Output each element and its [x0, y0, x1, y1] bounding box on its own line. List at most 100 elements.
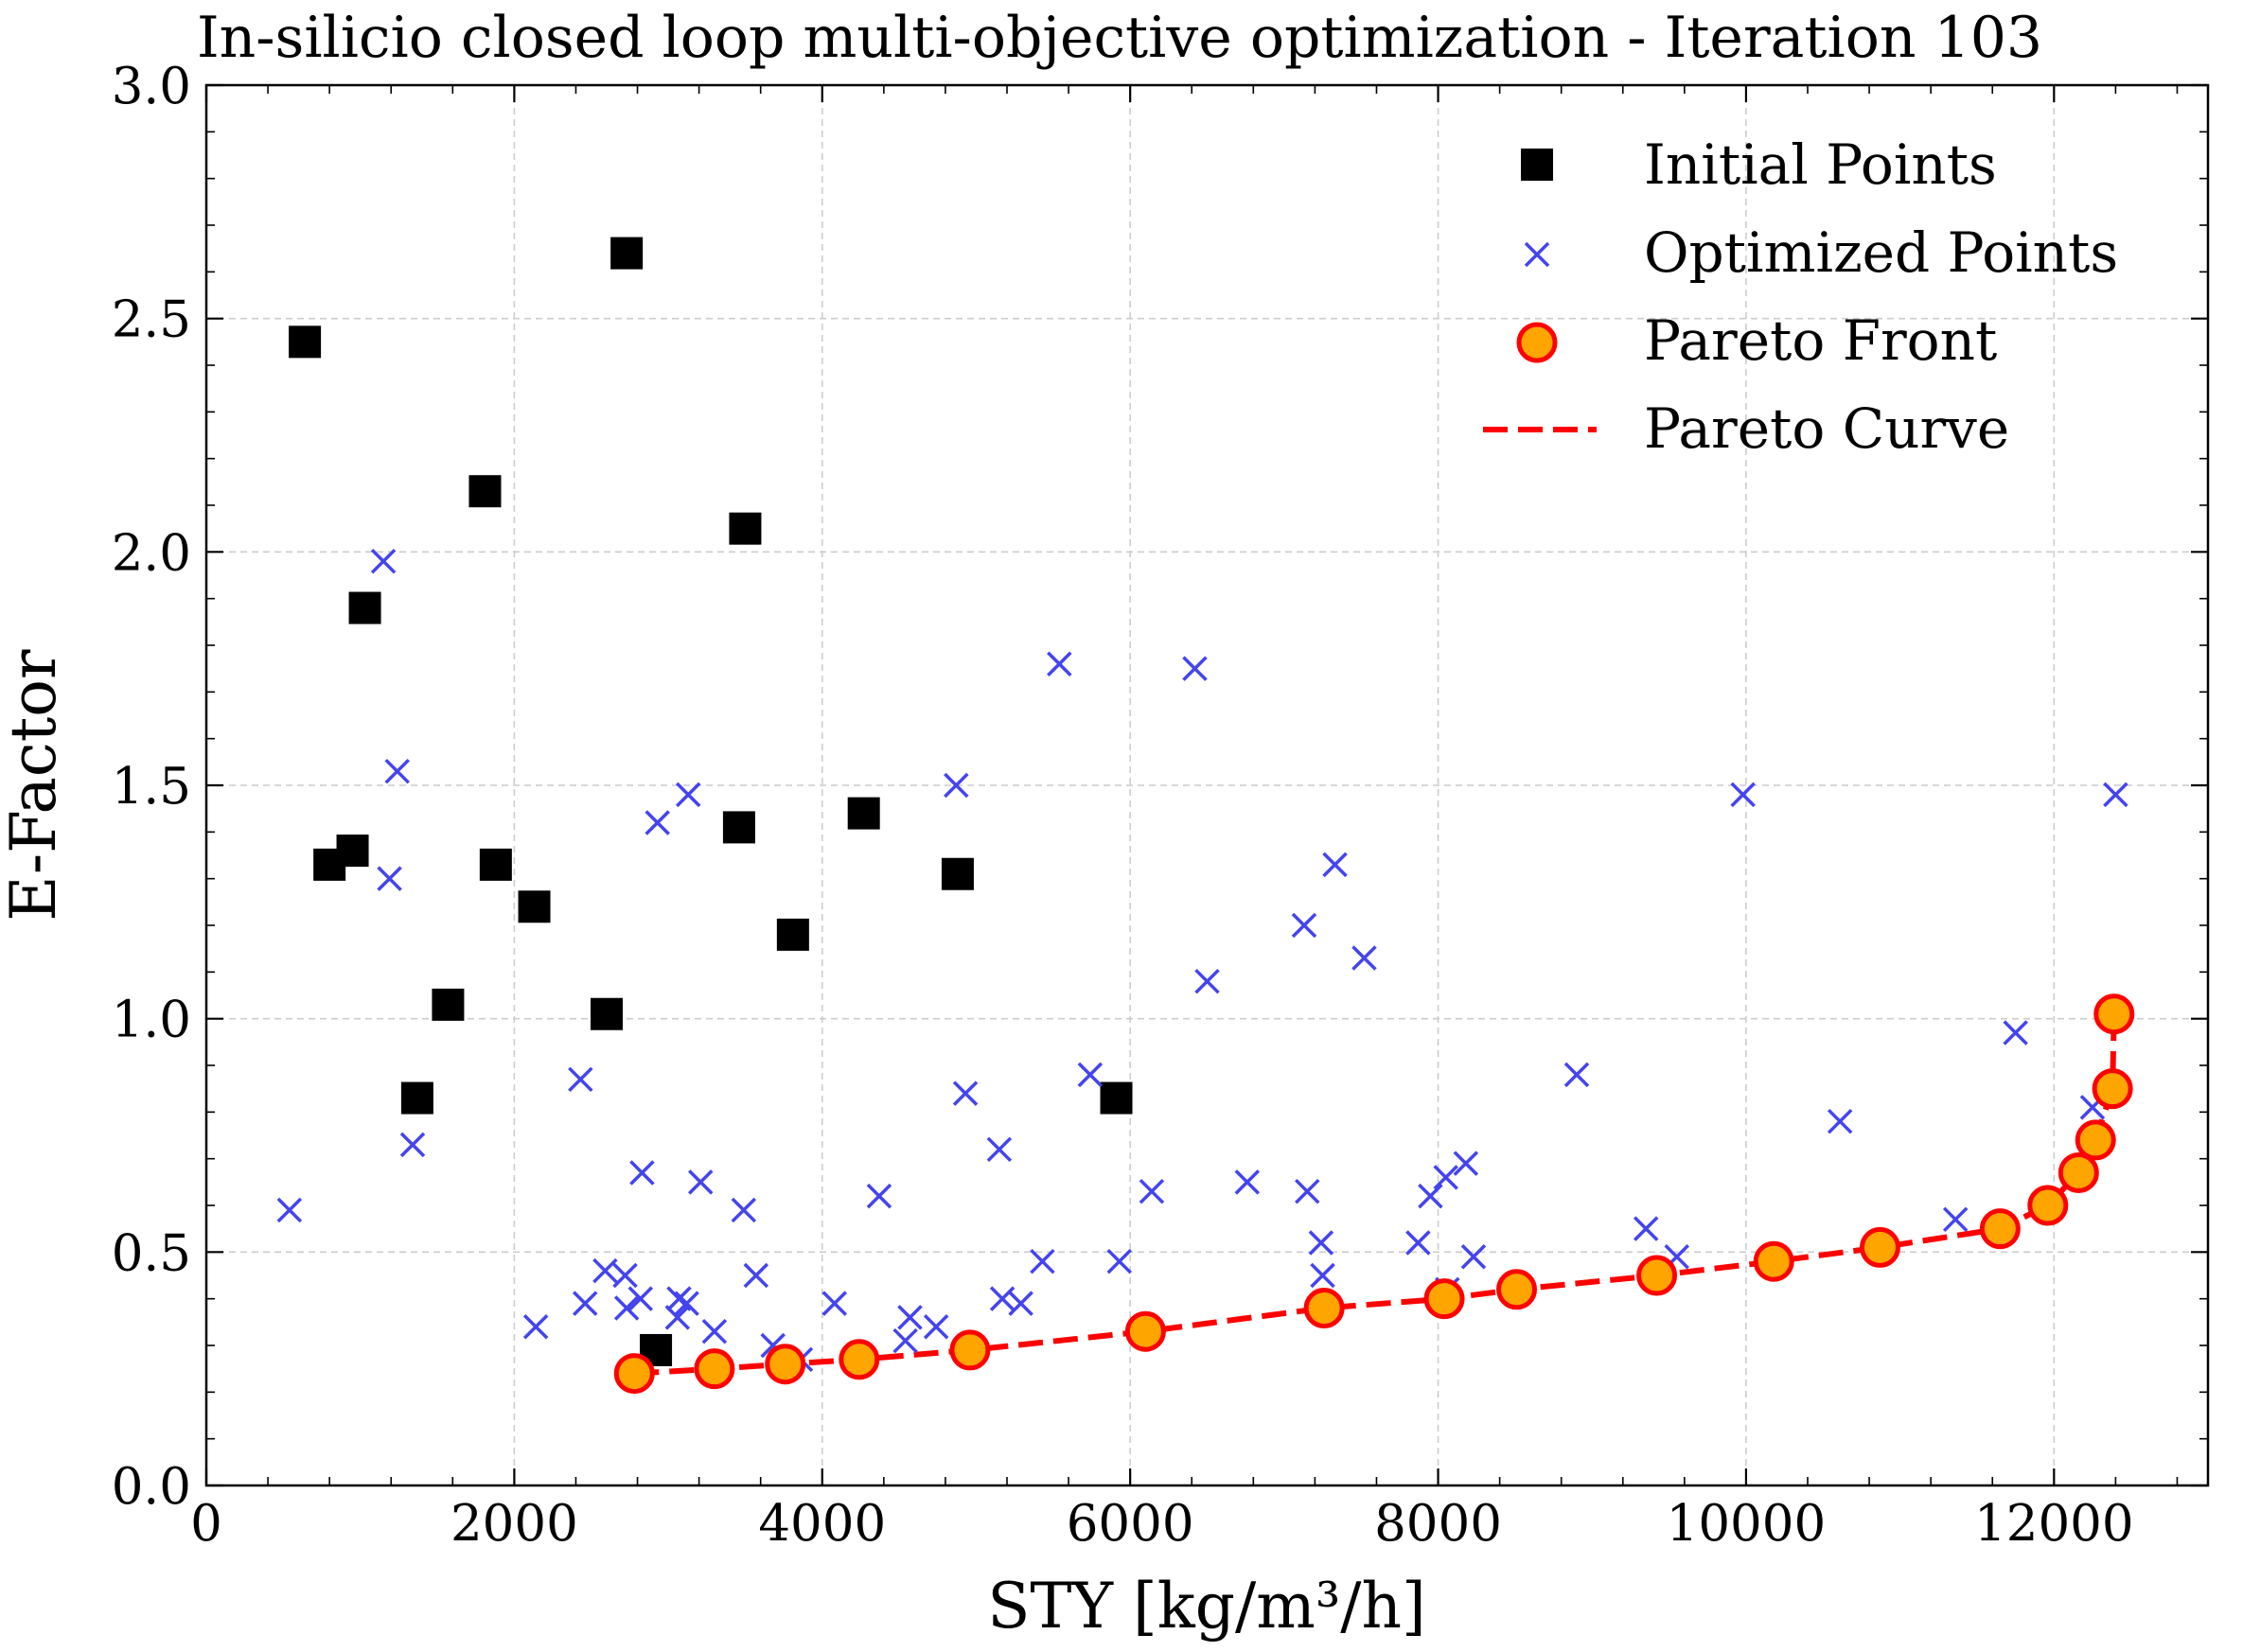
optimized-points-layer: [276, 548, 2128, 1373]
pareto-front-point: [949, 1329, 991, 1371]
pareto-front-point: [1496, 1269, 1538, 1310]
x-tick-label: 4000: [758, 1495, 886, 1553]
y-tick-label: 3.0: [112, 58, 191, 115]
legend-item-pareto-curve: Pareto Curve: [1483, 396, 2009, 461]
pareto-front-point: [2027, 1185, 2069, 1226]
optimized-point: [1139, 1178, 1165, 1204]
optimized-point: [645, 810, 670, 835]
optimized-point: [1563, 1062, 1590, 1088]
optimized-point: [1433, 1165, 1458, 1190]
optimized-point: [1942, 1206, 1969, 1233]
optimized-point: [568, 1066, 593, 1093]
optimized-point: [370, 548, 397, 574]
legend-item-pareto-front: Pareto Front: [1516, 308, 1997, 373]
pareto-front-point: [1423, 1278, 1465, 1320]
optimized-point: [1453, 1151, 1479, 1176]
optimized-point: [1234, 1169, 1261, 1195]
y-tick-label: 0.0: [112, 1458, 191, 1516]
optimized-point: [1047, 651, 1072, 677]
optimized-point: [952, 1081, 979, 1106]
optimized-point: [1077, 1062, 1104, 1088]
initial-points-layer: [289, 237, 1133, 1366]
optimized-point: [1827, 1108, 1853, 1134]
pareto-front-point: [1303, 1288, 1345, 1329]
legend-label-pareto-curve: Pareto Curve: [1644, 396, 2009, 461]
pareto-front-point: [1979, 1208, 2021, 1250]
optimized-point: [986, 1136, 1013, 1163]
pareto-front-point: [765, 1344, 806, 1385]
pareto-front-point: [1859, 1226, 1900, 1268]
legend-item-initial: Initial Points: [1521, 132, 1997, 197]
optimized-point: [627, 1286, 654, 1311]
optimized-point: [664, 1305, 691, 1330]
optimized-point: [743, 1262, 769, 1289]
y-axis-label: E-Factor: [0, 649, 70, 922]
initial-point: [591, 997, 623, 1030]
optimized-point: [2003, 1020, 2028, 1046]
initial-point: [610, 237, 644, 270]
optimized-point: [399, 1132, 426, 1158]
initial-point: [479, 848, 512, 881]
optimized-point: [675, 782, 701, 808]
optimized-point: [923, 1314, 949, 1340]
pareto-front-point: [1124, 1310, 1166, 1352]
optimized-point: [1633, 1216, 1659, 1241]
pareto-front-point: [2092, 1068, 2133, 1110]
optimized-point: [384, 758, 410, 784]
x-tick-label: 10000: [1667, 1495, 1827, 1553]
optimized-point: [821, 1291, 848, 1316]
optimized-point: [1291, 912, 1317, 939]
optimized-point: [1030, 1248, 1055, 1274]
pareto-front-point: [613, 1353, 655, 1395]
optimized-point: [276, 1197, 303, 1223]
y-tick-label: 1.0: [112, 992, 191, 1049]
y-tick-label: 2.0: [112, 524, 191, 582]
initial-point: [722, 811, 755, 844]
legend-marker-circle: [1516, 322, 1558, 363]
optimized-point: [1308, 1230, 1334, 1256]
optimized-point: [1351, 945, 1377, 971]
optimized-point: [1460, 1244, 1487, 1270]
initial-point: [776, 918, 809, 951]
pareto-front-layer: [613, 993, 2135, 1395]
optimized-point: [1730, 782, 1756, 808]
y-tick-label: 0.5: [112, 1224, 191, 1282]
initial-point: [432, 988, 465, 1021]
optimized-point: [1418, 1183, 1443, 1209]
optimized-point: [629, 1160, 655, 1186]
x-tick-label: 6000: [1067, 1495, 1194, 1553]
legend: Initial Points Optimized Points Pareto F…: [1483, 132, 2118, 461]
optimized-point: [688, 1169, 714, 1195]
optimized-point: [1008, 1291, 1033, 1316]
x-tick-label: 12000: [1974, 1495, 2134, 1553]
pareto-front-point: [839, 1339, 880, 1380]
pareto-front-point: [2075, 1119, 2116, 1161]
legend-marker-square: [1521, 149, 1553, 181]
axis-ticks: [204, 83, 2208, 1487]
x-tick-label: 0: [190, 1495, 222, 1553]
x-axis-label: STY [kg/m³/h]: [987, 1570, 1426, 1643]
y-tick-labels: 0.0 0.5 1.0 1.5 2.0 2.5 3.0: [112, 58, 191, 1516]
optimized-point: [1194, 968, 1220, 994]
optimized-point: [522, 1314, 549, 1340]
legend-marker-x: [1524, 241, 1550, 268]
optimized-point: [613, 1295, 640, 1321]
initial-point: [468, 475, 502, 508]
grid: [206, 85, 2208, 1485]
y-tick-label: 2.5: [112, 291, 191, 349]
initial-point: [729, 512, 762, 545]
optimized-point: [377, 866, 402, 891]
x-tick-label: 2000: [450, 1495, 578, 1553]
legend-item-optimized: Optimized Points: [1524, 220, 2118, 285]
optimized-point: [1295, 1178, 1320, 1204]
legend-label-optimized: Optimized Points: [1644, 220, 2118, 285]
initial-point: [289, 325, 322, 359]
x-tick-labels: 0 2000 4000 6000 8000 10000 12000: [190, 1495, 2133, 1553]
initial-point: [847, 797, 880, 830]
pareto-front-point: [694, 1348, 735, 1390]
x-tick-label: 8000: [1374, 1495, 1502, 1553]
optimized-point: [572, 1291, 598, 1316]
optimized-point: [1106, 1248, 1133, 1274]
